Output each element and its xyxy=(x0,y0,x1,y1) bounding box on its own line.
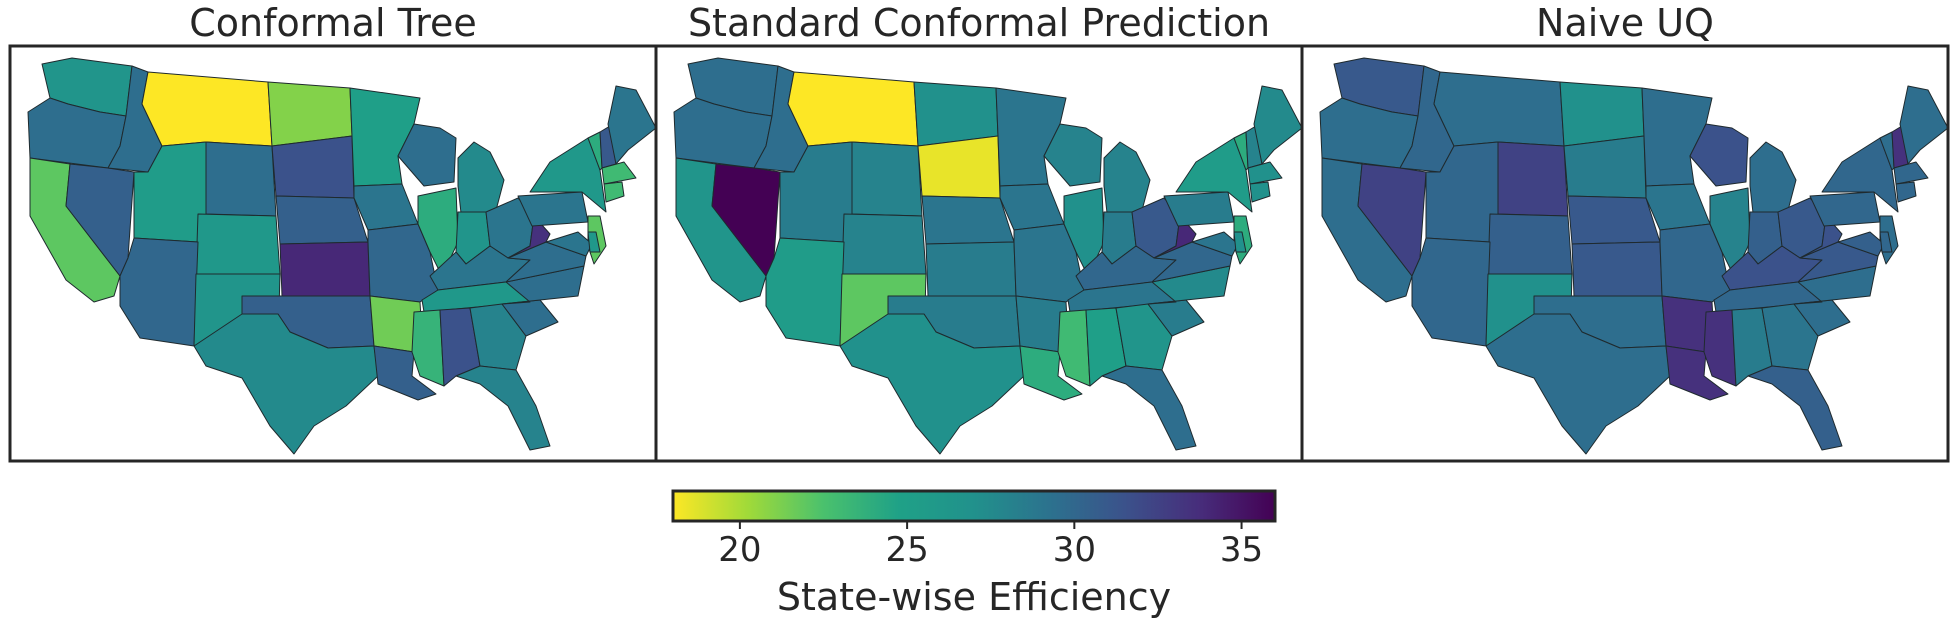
panel-frame xyxy=(1300,44,1950,463)
state-nd xyxy=(1559,81,1645,147)
state-ia xyxy=(353,183,419,231)
colorbar-gradient xyxy=(671,489,1277,523)
state-mn xyxy=(1641,87,1713,187)
state-az xyxy=(119,237,199,347)
state-az xyxy=(1411,237,1491,347)
us-map xyxy=(1319,57,1949,455)
us-map xyxy=(673,57,1303,455)
state-wi xyxy=(1689,123,1749,187)
colorbar-tick-label: 25 xyxy=(885,530,928,570)
panel-naive-uq: Naive UQ xyxy=(1300,1,1950,463)
state-ia xyxy=(1645,183,1711,231)
state-co xyxy=(841,213,927,275)
state-tx xyxy=(1485,313,1671,455)
state-az xyxy=(765,237,845,347)
state-co xyxy=(1487,213,1573,275)
state-ct xyxy=(1895,181,1917,203)
state-me xyxy=(607,85,657,165)
state-ia xyxy=(999,183,1065,231)
state-fl xyxy=(455,365,551,451)
state-wi xyxy=(397,123,457,187)
state-fl xyxy=(1747,365,1843,451)
colorbar-ticks: 20 25 30 35 xyxy=(718,521,1263,570)
state-ks xyxy=(279,241,371,297)
state-sd xyxy=(271,135,355,199)
state-sd xyxy=(1563,135,1647,199)
state-ga xyxy=(1761,303,1819,371)
state-wy xyxy=(205,141,277,217)
state-ne xyxy=(275,195,369,245)
panel-title: Conformal Tree xyxy=(189,1,477,45)
state-mt xyxy=(787,71,919,147)
state-ma xyxy=(601,161,637,185)
state-wy xyxy=(1497,141,1569,217)
colorbar: 20 25 30 35 State-wise Efficiency xyxy=(671,489,1277,619)
state-mt xyxy=(1433,71,1565,147)
state-mn xyxy=(349,87,421,187)
state-ct xyxy=(1249,181,1271,203)
state-ne xyxy=(1567,195,1661,245)
us-map xyxy=(27,57,657,455)
state-ga xyxy=(1115,303,1173,371)
state-tx xyxy=(839,313,1025,455)
state-sd xyxy=(917,135,1001,199)
state-mt xyxy=(141,71,273,147)
state-mi xyxy=(1749,141,1797,223)
state-nd xyxy=(267,81,353,147)
state-de xyxy=(1233,231,1247,253)
state-de xyxy=(1879,231,1893,253)
state-me xyxy=(1899,85,1949,165)
state-tx xyxy=(193,313,379,455)
state-ks xyxy=(925,241,1017,297)
panel-standard-conformal-prediction: Standard Conformal Prediction xyxy=(654,1,1304,463)
state-co xyxy=(195,213,281,275)
state-mi xyxy=(457,141,505,223)
state-ga xyxy=(469,303,527,371)
state-ks xyxy=(1571,241,1663,297)
state-ms xyxy=(1057,309,1091,387)
state-ms xyxy=(1703,309,1737,387)
state-wi xyxy=(1043,123,1103,187)
colorbar-tick-label: 30 xyxy=(1053,530,1096,570)
state-me xyxy=(1253,85,1303,165)
state-mn xyxy=(995,87,1067,187)
state-ma xyxy=(1247,161,1283,185)
panel-title: Standard Conformal Prediction xyxy=(688,1,1270,45)
panel-conformal-tree: Conformal Tree xyxy=(8,1,658,463)
state-ms xyxy=(411,309,445,387)
state-ct xyxy=(603,181,625,203)
colorbar-label: State-wise Efficiency xyxy=(777,575,1171,619)
state-mi xyxy=(1103,141,1151,223)
colorbar-tick-label: 35 xyxy=(1220,530,1263,570)
state-wy xyxy=(851,141,923,217)
colorbar-tick-label: 20 xyxy=(718,530,761,570)
state-ne xyxy=(921,195,1015,245)
state-fl xyxy=(1101,365,1197,451)
state-de xyxy=(587,231,601,253)
state-nd xyxy=(913,81,999,147)
state-ma xyxy=(1893,161,1929,185)
panel-title: Naive UQ xyxy=(1536,1,1714,45)
